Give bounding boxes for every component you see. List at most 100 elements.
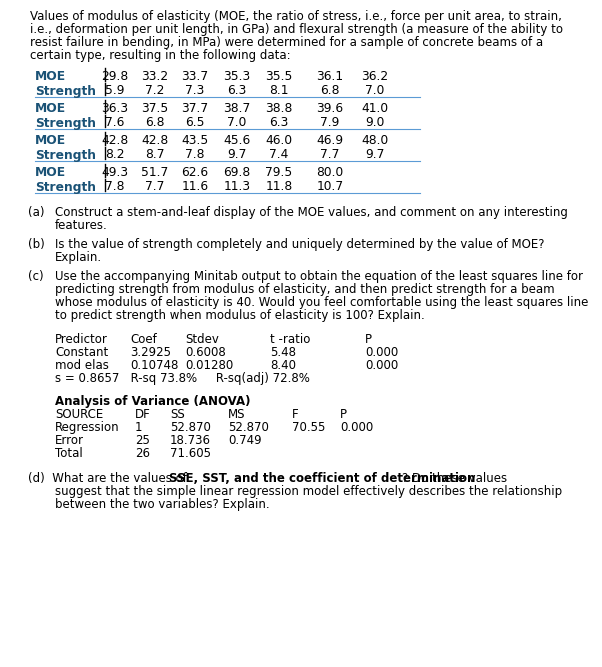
- Text: certain type, resulting in the following data:: certain type, resulting in the following…: [30, 49, 291, 62]
- Text: Coef: Coef: [130, 333, 157, 346]
- Text: SSE, SST, and the coefficient of determination: SSE, SST, and the coefficient of determi…: [169, 472, 476, 485]
- Text: MOE: MOE: [35, 102, 66, 115]
- Text: 1: 1: [135, 421, 143, 434]
- Text: 7.9: 7.9: [320, 117, 340, 129]
- Text: 0.6008: 0.6008: [185, 346, 226, 359]
- Text: P: P: [340, 408, 347, 421]
- Text: Construct a stem-and-leaf display of the MOE values, and comment on any interest: Construct a stem-and-leaf display of the…: [55, 206, 568, 219]
- Text: Strength: Strength: [35, 117, 96, 129]
- Text: MS: MS: [228, 408, 246, 421]
- Text: 37.7: 37.7: [181, 102, 208, 115]
- Text: 42.8: 42.8: [101, 134, 129, 147]
- Text: 36.2: 36.2: [361, 70, 388, 83]
- Text: 51.7: 51.7: [141, 166, 169, 179]
- Text: DF: DF: [135, 408, 150, 421]
- Text: Predictor: Predictor: [55, 333, 108, 346]
- Text: 0.01280: 0.01280: [185, 359, 233, 372]
- Text: 8.1: 8.1: [269, 85, 289, 97]
- Text: P: P: [365, 333, 372, 346]
- Text: 80.0: 80.0: [317, 166, 344, 179]
- Text: MOE: MOE: [35, 166, 66, 179]
- Text: 0.000: 0.000: [365, 359, 399, 372]
- Text: 35.5: 35.5: [265, 70, 293, 83]
- Text: Stdev: Stdev: [185, 333, 219, 346]
- Text: 7.7: 7.7: [145, 181, 165, 193]
- Text: 46.9: 46.9: [317, 134, 344, 147]
- Text: 0.749: 0.749: [228, 434, 262, 447]
- Text: Error: Error: [55, 434, 84, 447]
- Text: MOE: MOE: [35, 70, 66, 83]
- Text: 36.3: 36.3: [102, 102, 129, 115]
- Text: 37.5: 37.5: [141, 102, 169, 115]
- Text: 69.8: 69.8: [223, 166, 250, 179]
- Text: F: F: [292, 408, 299, 421]
- Text: (d)  What are the values of: (d) What are the values of: [28, 472, 191, 485]
- Text: Constant: Constant: [55, 346, 108, 359]
- Text: 7.0: 7.0: [228, 117, 247, 129]
- Text: Explain.: Explain.: [55, 251, 102, 264]
- Text: 48.0: 48.0: [361, 134, 389, 147]
- Text: predicting strength from modulus of elasticity, and then predict strength for a : predicting strength from modulus of elas…: [55, 283, 554, 296]
- Text: 70.55: 70.55: [292, 421, 325, 434]
- Text: 6.8: 6.8: [145, 117, 165, 129]
- Text: 9.7: 9.7: [228, 149, 247, 161]
- Text: 6.8: 6.8: [320, 85, 340, 97]
- Text: 52.870: 52.870: [170, 421, 211, 434]
- Text: (b): (b): [28, 238, 45, 251]
- Text: between the two variables? Explain.: between the two variables? Explain.: [55, 498, 270, 511]
- Text: 0.000: 0.000: [340, 421, 373, 434]
- Text: 7.8: 7.8: [105, 181, 125, 193]
- Text: 35.3: 35.3: [223, 70, 250, 83]
- Text: 52.870: 52.870: [228, 421, 269, 434]
- Text: Strength: Strength: [35, 149, 96, 161]
- Text: 49.3: 49.3: [102, 166, 129, 179]
- Text: 71.605: 71.605: [170, 447, 211, 460]
- Text: 62.6: 62.6: [181, 166, 208, 179]
- Text: 45.6: 45.6: [223, 134, 250, 147]
- Text: s = 0.8657   R-sq 73.8%     R-sq(adj) 72.8%: s = 0.8657 R-sq 73.8% R-sq(adj) 72.8%: [55, 372, 310, 385]
- Text: 5.48: 5.48: [270, 346, 296, 359]
- Text: 26: 26: [135, 447, 150, 460]
- Text: 18.736: 18.736: [170, 434, 211, 447]
- Text: resist failure in bending, in MPa) were determined for a sample of concrete beam: resist failure in bending, in MPa) were …: [30, 36, 543, 49]
- Text: to predict strength when modulus of elasticity is 100? Explain.: to predict strength when modulus of elas…: [55, 309, 425, 322]
- Text: 7.6: 7.6: [105, 117, 125, 129]
- Text: 6.3: 6.3: [228, 85, 247, 97]
- Text: Strength: Strength: [35, 85, 96, 97]
- Text: 8.7: 8.7: [145, 149, 165, 161]
- Text: 7.7: 7.7: [320, 149, 340, 161]
- Text: (c): (c): [28, 270, 43, 283]
- Text: 6.5: 6.5: [185, 117, 205, 129]
- Text: 42.8: 42.8: [141, 134, 169, 147]
- Text: features.: features.: [55, 219, 108, 232]
- Text: SS: SS: [170, 408, 185, 421]
- Text: 41.0: 41.0: [361, 102, 388, 115]
- Text: 5.9: 5.9: [105, 85, 125, 97]
- Text: Values of modulus of elasticity (MOE, the ratio of stress, i.e., force per unit : Values of modulus of elasticity (MOE, th…: [30, 10, 562, 23]
- Text: MOE: MOE: [35, 134, 66, 147]
- Text: SOURCE: SOURCE: [55, 408, 104, 421]
- Text: mod elas: mod elas: [55, 359, 109, 372]
- Text: 3.2925: 3.2925: [130, 346, 171, 359]
- Text: 0.10748: 0.10748: [130, 359, 178, 372]
- Text: 8.40: 8.40: [270, 359, 296, 372]
- Text: 11.3: 11.3: [223, 181, 250, 193]
- Text: 11.8: 11.8: [265, 181, 293, 193]
- Text: 33.2: 33.2: [141, 70, 169, 83]
- Text: 7.8: 7.8: [185, 149, 205, 161]
- Text: 46.0: 46.0: [265, 134, 293, 147]
- Text: whose modulus of elasticity is 40. Would you feel comfortable using the least sq: whose modulus of elasticity is 40. Would…: [55, 296, 588, 309]
- Text: 8.2: 8.2: [105, 149, 125, 161]
- Text: 79.5: 79.5: [265, 166, 293, 179]
- Text: Analysis of Variance (ANOVA): Analysis of Variance (ANOVA): [55, 395, 250, 408]
- Text: 38.7: 38.7: [223, 102, 250, 115]
- Text: Total: Total: [55, 447, 82, 460]
- Text: Strength: Strength: [35, 181, 96, 193]
- Text: 39.6: 39.6: [317, 102, 344, 115]
- Text: 11.6: 11.6: [181, 181, 208, 193]
- Text: 43.5: 43.5: [181, 134, 209, 147]
- Text: 10.7: 10.7: [317, 181, 344, 193]
- Text: 36.1: 36.1: [317, 70, 344, 83]
- Text: 7.3: 7.3: [185, 85, 205, 97]
- Text: 9.7: 9.7: [365, 149, 385, 161]
